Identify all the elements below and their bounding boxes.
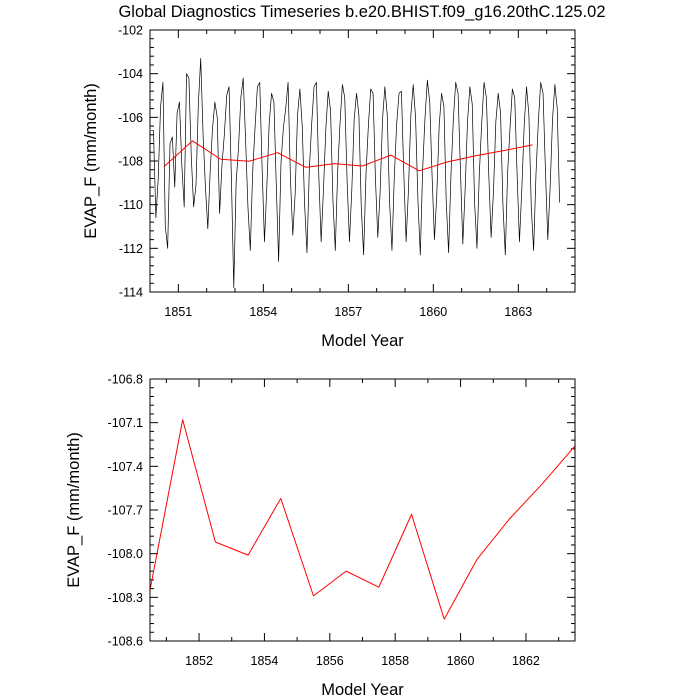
series-line-annual-mean: [149, 419, 576, 620]
bottom-annual-chart: 1852 1854 1856 1858 1860 1862 -108.6-108.3-10…: [65, 373, 576, 699]
x-tick-label: 1856: [316, 654, 344, 668]
x-tick-label: 1860: [419, 305, 447, 319]
chart-title: Global Diagnostics Timeseries b.e20.BHIS…: [118, 3, 605, 21]
x-tick-label: 1852: [185, 654, 213, 668]
top-plot-frame: [149, 29, 576, 293]
series-line-annual-mean: [163, 140, 533, 172]
top-x-tick-labels: 1851 1854 1857 1860 1863: [164, 305, 532, 319]
x-tick-label: 1862: [512, 654, 540, 668]
x-tick-label: 1863: [504, 305, 532, 319]
y-tick-label: -106: [118, 111, 143, 125]
y-tick-label: -107.7: [108, 504, 143, 518]
y-tick-label: -102: [118, 24, 143, 38]
y-tick-label: -108.0: [108, 547, 143, 561]
x-tick-label: 1857: [334, 305, 362, 319]
y-tick-label: -112: [119, 242, 143, 256]
top-y-tick-labels: -114 -112 -110 -108 -106 -104 -102: [118, 24, 143, 300]
y-tick-label: -107.1: [108, 416, 143, 430]
y-tick-label: -106.8: [108, 373, 143, 387]
top-y-axis-label: EVAP_F (mm/month): [82, 83, 100, 239]
series-line-monthly: [151, 58, 560, 288]
bottom-plot-frame: [149, 378, 576, 642]
bottom-y-tick-labels: -108.6 -108.3 -108.0 -107.7 -107.4 -107.1 -106…: [108, 373, 143, 649]
y-tick-label: -110: [119, 198, 143, 212]
top-x-axis-label: Model Year: [321, 332, 404, 350]
x-tick-label: 1854: [249, 305, 277, 319]
y-tick-label: -108.6: [108, 635, 143, 649]
bottom-x-axis-label: Model Year: [321, 681, 404, 699]
x-tick-label: 1860: [447, 654, 475, 668]
bottom-series-lines: [149, 419, 576, 620]
y-tick-label: -104: [118, 67, 143, 81]
y-tick-label: -107.4: [108, 460, 143, 474]
top-timeseries-chart: Global Diagnostics Timeseries b.e20.BHIS…: [82, 3, 606, 350]
x-tick-label: 1858: [381, 654, 409, 668]
y-tick-label: -114: [119, 286, 143, 300]
y-tick-label: -108.3: [108, 591, 143, 605]
bottom-x-tick-labels: 1852 1854 1856 1858 1860 1862: [185, 654, 540, 668]
x-tick-label: 1851: [164, 305, 192, 319]
y-tick-label: -108: [118, 155, 143, 169]
top-series-lines: [151, 58, 560, 288]
bottom-y-axis-label: EVAP_F (mm/month): [65, 432, 83, 588]
x-tick-label: 1854: [251, 654, 279, 668]
